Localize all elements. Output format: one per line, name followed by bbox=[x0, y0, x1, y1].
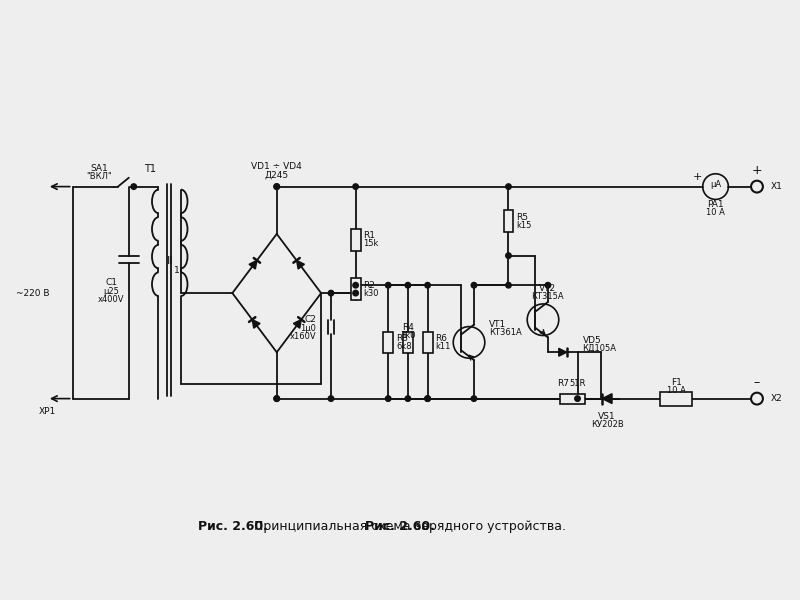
Text: k11: k11 bbox=[435, 342, 451, 351]
Text: R1: R1 bbox=[363, 232, 375, 241]
Text: C1: C1 bbox=[105, 278, 117, 287]
Circle shape bbox=[574, 396, 580, 401]
Circle shape bbox=[328, 396, 334, 401]
Text: +: + bbox=[752, 164, 762, 178]
Circle shape bbox=[471, 283, 477, 288]
Text: VS1: VS1 bbox=[598, 412, 616, 421]
Text: XP1: XP1 bbox=[38, 407, 55, 416]
Text: k15: k15 bbox=[516, 221, 532, 230]
Circle shape bbox=[405, 283, 410, 288]
Text: R2: R2 bbox=[363, 281, 375, 290]
Polygon shape bbox=[297, 260, 305, 269]
Circle shape bbox=[353, 283, 358, 288]
Text: R7: R7 bbox=[557, 379, 569, 388]
Text: R3: R3 bbox=[396, 334, 408, 343]
Circle shape bbox=[274, 396, 279, 401]
Text: II: II bbox=[167, 256, 174, 266]
Text: 6k8: 6k8 bbox=[396, 342, 412, 351]
Circle shape bbox=[386, 283, 391, 288]
Text: +: + bbox=[693, 172, 702, 182]
Text: КТ361А: КТ361А bbox=[489, 328, 522, 337]
Circle shape bbox=[425, 283, 430, 288]
Circle shape bbox=[506, 283, 511, 288]
Text: μ25: μ25 bbox=[103, 287, 119, 296]
Text: 10 A: 10 A bbox=[666, 386, 686, 395]
Text: Д245: Д245 bbox=[265, 170, 289, 179]
Circle shape bbox=[506, 253, 511, 259]
Text: Рис. 2.60.: Рис. 2.60. bbox=[198, 520, 268, 533]
Text: 51R: 51R bbox=[570, 379, 586, 388]
Circle shape bbox=[274, 184, 279, 190]
Text: PA1: PA1 bbox=[707, 200, 724, 209]
Text: C2: C2 bbox=[304, 315, 316, 324]
Circle shape bbox=[506, 184, 511, 190]
Circle shape bbox=[274, 396, 279, 401]
Circle shape bbox=[386, 396, 391, 401]
Circle shape bbox=[274, 184, 279, 190]
Text: X2: X2 bbox=[770, 394, 782, 403]
Bar bbox=[350, 278, 361, 300]
Bar bbox=[560, 394, 586, 404]
Text: R4: R4 bbox=[402, 323, 414, 332]
Text: –: – bbox=[754, 376, 760, 389]
Circle shape bbox=[353, 290, 358, 296]
Polygon shape bbox=[294, 320, 302, 328]
Bar bbox=[503, 210, 514, 232]
Text: T1: T1 bbox=[145, 164, 157, 174]
Text: VT1: VT1 bbox=[489, 320, 506, 329]
Circle shape bbox=[425, 396, 430, 401]
Text: x160V: x160V bbox=[290, 332, 316, 341]
Text: k30: k30 bbox=[363, 289, 379, 298]
Text: F1: F1 bbox=[670, 379, 682, 388]
Text: КД105А: КД105А bbox=[582, 344, 617, 353]
Text: μА: μА bbox=[710, 180, 721, 189]
Bar bbox=[403, 332, 413, 353]
Circle shape bbox=[405, 396, 410, 401]
Text: x400V: x400V bbox=[98, 295, 124, 304]
Text: VD5: VD5 bbox=[582, 336, 601, 345]
Text: 1: 1 bbox=[174, 266, 180, 275]
Bar bbox=[422, 332, 433, 353]
Bar bbox=[660, 392, 692, 406]
Polygon shape bbox=[602, 394, 612, 404]
Text: 3k0: 3k0 bbox=[400, 331, 416, 340]
Text: 10 А: 10 А bbox=[706, 208, 725, 217]
Text: 1μ0: 1μ0 bbox=[300, 324, 316, 333]
Circle shape bbox=[545, 283, 550, 288]
Circle shape bbox=[471, 396, 477, 401]
Polygon shape bbox=[558, 349, 566, 356]
Circle shape bbox=[353, 184, 358, 190]
Bar bbox=[350, 229, 361, 251]
Text: КТ315А: КТ315А bbox=[532, 292, 564, 301]
Circle shape bbox=[131, 184, 137, 190]
Text: Принципиальная схема зарядного устройства.: Принципиальная схема зарядного устройств… bbox=[250, 520, 566, 533]
Text: Рис. 2.60.: Рис. 2.60. bbox=[365, 520, 435, 533]
Text: 15k: 15k bbox=[363, 239, 379, 248]
Text: R5: R5 bbox=[516, 212, 528, 221]
Polygon shape bbox=[252, 320, 260, 328]
Polygon shape bbox=[249, 260, 257, 269]
Text: "ВКЛ": "ВКЛ" bbox=[86, 172, 112, 181]
Text: VT2: VT2 bbox=[539, 284, 557, 293]
Bar bbox=[383, 332, 393, 353]
Text: R6: R6 bbox=[435, 334, 447, 343]
Circle shape bbox=[425, 396, 430, 401]
Text: КУ202В: КУ202В bbox=[590, 420, 623, 429]
Circle shape bbox=[328, 290, 334, 296]
Text: VD1 ÷ VD4: VD1 ÷ VD4 bbox=[251, 163, 302, 172]
Text: ~220 В: ~220 В bbox=[17, 289, 50, 298]
Text: SA1: SA1 bbox=[90, 164, 108, 173]
Text: X1: X1 bbox=[770, 182, 782, 191]
